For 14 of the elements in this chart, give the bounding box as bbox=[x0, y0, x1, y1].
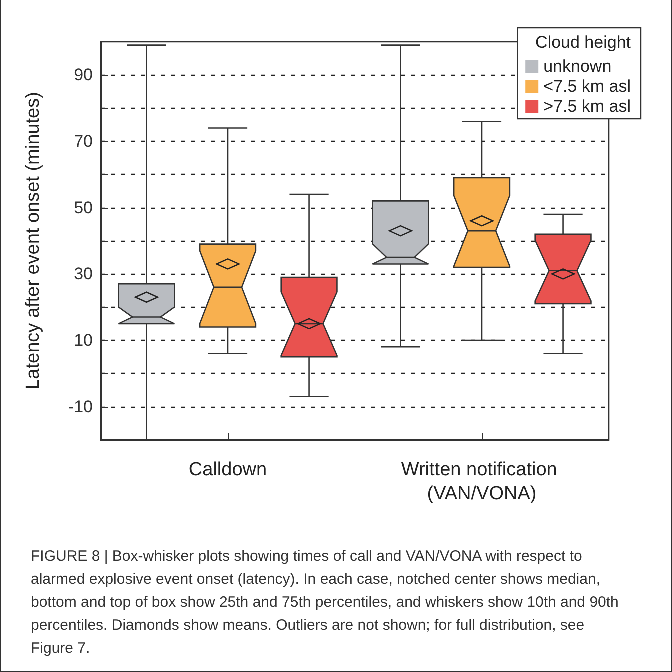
legend-title: Cloud height bbox=[536, 33, 632, 52]
y-axis-title: Latency after event onset (minutes) bbox=[23, 92, 44, 390]
legend-label: >7.5 km asl bbox=[544, 97, 632, 116]
y-tick-label: 70 bbox=[74, 132, 93, 151]
legend-label: unknown bbox=[544, 57, 612, 76]
y-tick-label: 50 bbox=[74, 198, 93, 218]
y-tick-label: 30 bbox=[74, 264, 93, 284]
y-tick-label: 90 bbox=[74, 66, 93, 85]
x-tick-label: Written notification (VAN/VONA) bbox=[401, 460, 563, 504]
x-tick-label: Calldown bbox=[188, 460, 268, 480]
legend-label: <7.5 km asl bbox=[544, 77, 632, 96]
y-tick-label: -10 bbox=[68, 397, 93, 416]
caption: FIGURE 8 | Box-whisker plots showing times of call and VAN/VONA with respect to alarmed explosive event onset (latency). In each case, notched center shows median, bottom and top of box show 25th and 75th percentiles, and whiskers show 10th and 90th percentiles. Diamonds show means. Outliers are not shown; for full distribution, see Figure 7. bbox=[31, 547, 620, 659]
y-tick-label: 10 bbox=[74, 331, 93, 350]
